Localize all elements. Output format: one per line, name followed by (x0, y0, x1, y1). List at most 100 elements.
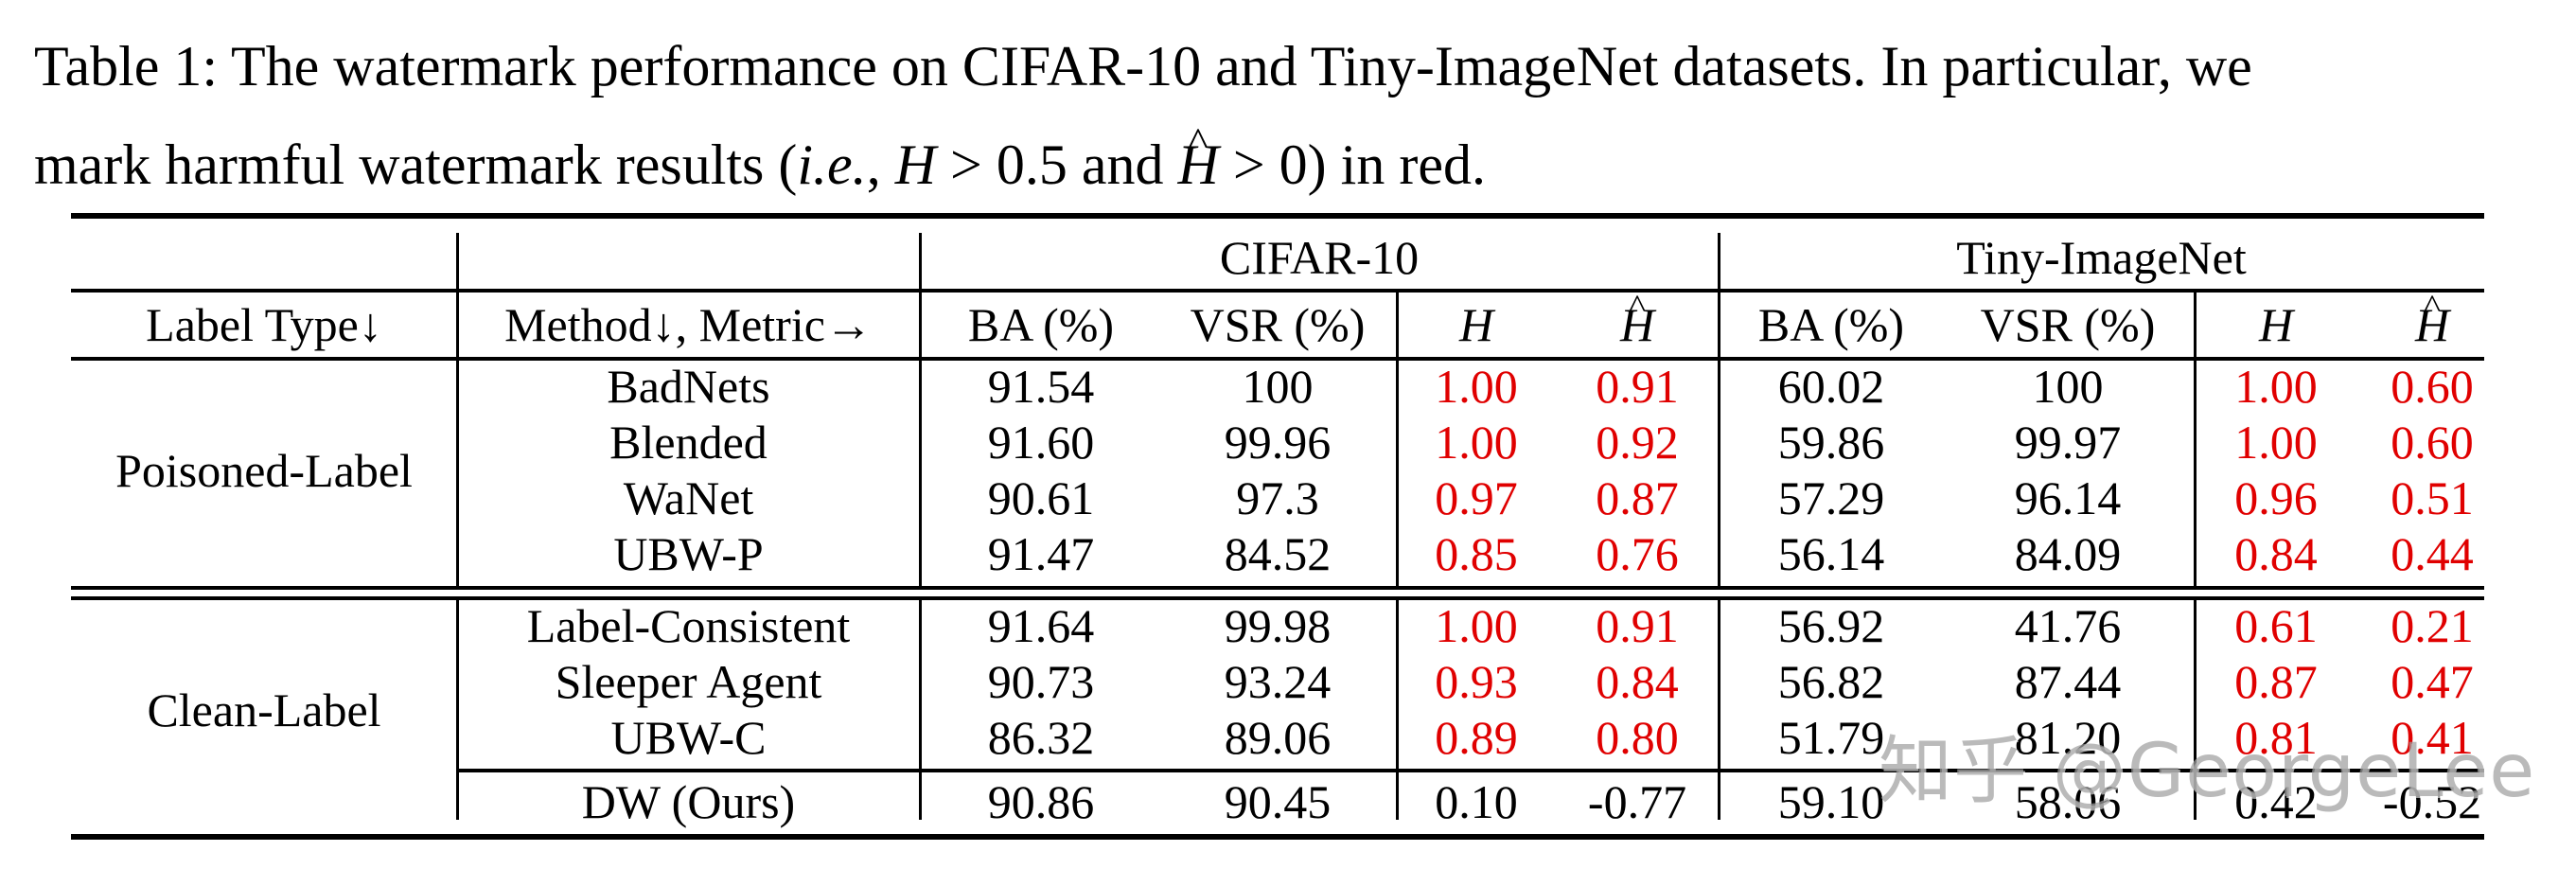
metric-value: 1.00 (1435, 599, 1518, 652)
col-header-method: Method↓, Metric→ (504, 298, 873, 351)
method-name: Label-Consistent (526, 599, 851, 652)
metric-value: 0.84 (1596, 655, 1679, 708)
metric-value: 0.76 (1596, 527, 1679, 580)
metric-value: 0.85 (1435, 527, 1518, 580)
column-divider (1396, 598, 1399, 820)
metric-value: 56.14 (1777, 527, 1885, 580)
col-header-metric: BA (%) (1757, 298, 1905, 351)
metric-value: 0.42 (2234, 775, 2318, 828)
method-name: BadNets (607, 360, 770, 413)
metric-value: 1.00 (1435, 360, 1518, 413)
bottom-rule (71, 834, 2484, 840)
metric-value: 99.97 (2014, 416, 2122, 469)
group-label: Poisoned-Label (115, 444, 413, 497)
metric-value: 90.45 (1224, 775, 1332, 828)
metric-value: 0.96 (2234, 471, 2318, 524)
column-divider (456, 289, 459, 588)
metric-value: 0.81 (2234, 711, 2318, 764)
method-name: Blended (609, 416, 768, 469)
metric-value: 1.00 (2234, 360, 2318, 413)
metric-value: 0.89 (1435, 711, 1518, 764)
col-header-metric: VSR (%) (1190, 298, 1366, 351)
metric-value: 0.51 (2391, 471, 2474, 524)
metric-value: 100 (2032, 360, 2104, 413)
column-divider (919, 233, 922, 289)
metric-value: 100 (1242, 360, 1314, 413)
metric-value: 1.00 (1435, 416, 1518, 469)
ours-separator-rule (457, 769, 2484, 772)
metric-value: 91.54 (987, 360, 1095, 413)
caption-symbol-h: H (894, 133, 937, 196)
metric-value: 89.06 (1224, 711, 1332, 764)
metric-value: 97.3 (1236, 471, 1319, 524)
group-separator-rule-1 (71, 586, 2484, 590)
group-label: Clean-Label (147, 683, 381, 736)
metric-value: -0.52 (2382, 775, 2482, 828)
metric-value: 56.92 (1777, 599, 1885, 652)
metric-value: 90.86 (987, 775, 1095, 828)
caption-line-2: mark harmful watermark results (i.e., H … (34, 115, 2551, 214)
table-caption: Table 1: The watermark performance on CI… (34, 17, 2551, 214)
metric-value: 0.87 (2234, 655, 2318, 708)
metric-value: 0.80 (1596, 711, 1679, 764)
metric-value: 0.10 (1435, 775, 1518, 828)
metric-value: 99.98 (1224, 599, 1332, 652)
column-divider (456, 233, 459, 289)
col-header-metric: H (2258, 298, 2294, 351)
metric-value: 91.47 (987, 527, 1095, 580)
metric-value: 91.64 (987, 599, 1095, 652)
h-hat-symbol: H (1620, 296, 1654, 353)
metric-value: 84.09 (2014, 527, 2122, 580)
metric-value: 93.24 (1224, 655, 1332, 708)
column-divider (919, 598, 922, 820)
metric-value: 59.10 (1777, 775, 1885, 828)
metric-value: 90.61 (987, 471, 1095, 524)
metric-value: 0.87 (1596, 471, 1679, 524)
metric-value: 86.32 (987, 711, 1095, 764)
metric-value: 0.60 (2391, 360, 2474, 413)
metric-value: 0.91 (1596, 360, 1679, 413)
col-header-metric: VSR (%) (1980, 298, 2156, 351)
metric-value: 60.02 (1777, 360, 1885, 413)
caption-symbol-h-hat: H (1178, 115, 1219, 214)
metric-value: 84.52 (1224, 527, 1332, 580)
metric-value: 0.84 (2234, 527, 2318, 580)
method-name: UBW-P (613, 527, 764, 580)
metric-value: 57.29 (1777, 471, 1885, 524)
metric-value: 51.79 (1777, 711, 1885, 764)
metric-value: 0.21 (2391, 599, 2474, 652)
metric-value: 56.82 (1777, 655, 1885, 708)
group-header-cifar10: CIFAR-10 (1219, 231, 1420, 284)
metric-value: 0.61 (2234, 599, 2318, 652)
method-name: UBW-C (610, 711, 767, 764)
metric-value: 91.60 (987, 416, 1095, 469)
metric-value: 1.00 (2234, 416, 2318, 469)
metric-value: 90.73 (987, 655, 1095, 708)
metric-value: -0.77 (1587, 775, 1687, 828)
col-header-metric: BA (%) (967, 298, 1115, 351)
metric-value: 0.92 (1596, 416, 1679, 469)
top-rule (71, 213, 2484, 219)
group-separator-rule-2 (71, 596, 2484, 600)
metric-value: 0.91 (1596, 599, 1679, 652)
caption-ie: i.e. (797, 133, 867, 196)
col-header-metric: H (2328, 296, 2536, 353)
metric-value: 99.96 (1224, 416, 1332, 469)
column-divider (919, 289, 922, 588)
header-rule-1 (71, 289, 2484, 293)
metric-value: 0.41 (2391, 711, 2474, 764)
column-divider (1396, 289, 1399, 588)
metric-value: 59.86 (1777, 416, 1885, 469)
column-divider (2194, 289, 2197, 588)
caption-text: > 0.5 and (936, 133, 1178, 196)
metric-value: 58.06 (2014, 775, 2122, 828)
metric-value: 0.97 (1435, 471, 1518, 524)
method-name: Sleeper Agent (555, 655, 822, 708)
metric-value: 0.60 (2391, 416, 2474, 469)
col-header-metric: H (1533, 296, 1741, 353)
column-divider (1718, 289, 1720, 588)
column-divider (1718, 598, 1720, 820)
group-header-tiny-imagenet: Tiny-ImageNet (1956, 231, 2247, 284)
col-header-metric: H (1458, 298, 1494, 351)
header-rule-2 (71, 357, 2484, 361)
